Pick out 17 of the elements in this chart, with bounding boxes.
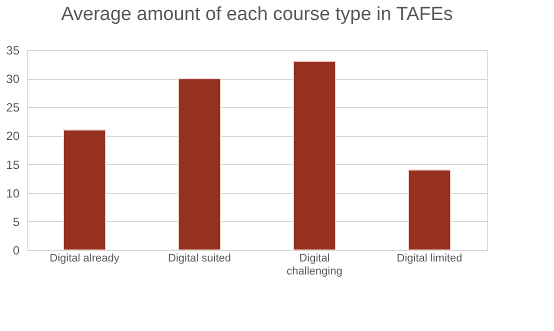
bar bbox=[408, 170, 451, 250]
bar bbox=[293, 60, 336, 250]
bar bbox=[178, 78, 221, 250]
x-tick-label: Digital suited bbox=[168, 252, 231, 264]
chart-title: Average amount of each course type in TAFEs bbox=[61, 4, 453, 25]
y-tick-label: 35 bbox=[6, 44, 20, 58]
x-tick-label: Digital challenging bbox=[286, 252, 342, 278]
y-tick-label: 25 bbox=[6, 100, 20, 115]
y-tick-label: 0 bbox=[12, 244, 20, 258]
x-tick-label: Digital limited bbox=[396, 252, 462, 264]
y-tick-label: 10 bbox=[6, 186, 20, 200]
y-tick-label: 5 bbox=[12, 214, 20, 229]
bar bbox=[63, 130, 106, 250]
y-tick-label: 20 bbox=[6, 129, 20, 144]
y-tick-label: 30 bbox=[6, 72, 20, 86]
x-tick-label: Digital already bbox=[50, 252, 120, 264]
y-tick-label: 15 bbox=[6, 158, 20, 172]
